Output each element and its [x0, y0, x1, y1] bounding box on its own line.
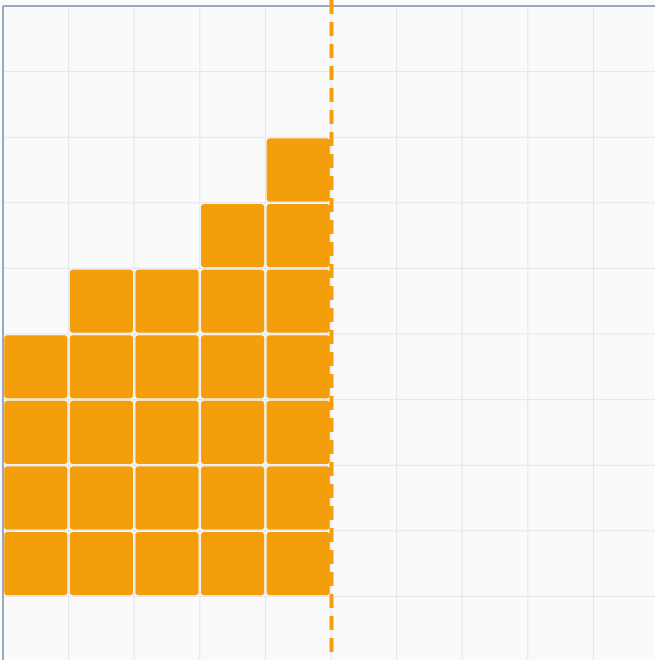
- block-square-block[interactable]: [69, 269, 133, 333]
- block-square-block[interactable]: [69, 466, 133, 530]
- block-square-block[interactable]: [266, 400, 330, 464]
- block-square-block[interactable]: [201, 335, 265, 399]
- block-square-block[interactable]: [201, 532, 265, 596]
- block-square-block[interactable]: [266, 335, 330, 399]
- block-square-block[interactable]: [69, 400, 133, 464]
- block-square-block[interactable]: [266, 532, 330, 596]
- block-square-block[interactable]: [4, 466, 68, 530]
- block-square-block[interactable]: [4, 400, 68, 464]
- block-square-block[interactable]: [201, 400, 265, 464]
- block-square-block[interactable]: [4, 532, 68, 596]
- block-square-block[interactable]: [266, 138, 330, 202]
- block-square-block[interactable]: [266, 204, 330, 268]
- block-square-block[interactable]: [135, 269, 199, 333]
- block-square-block[interactable]: [135, 532, 199, 596]
- block-square-block[interactable]: [201, 204, 265, 268]
- block-square-block[interactable]: [135, 466, 199, 530]
- block-square-block[interactable]: [69, 532, 133, 596]
- block-square-block[interactable]: [266, 466, 330, 530]
- block-square-block[interactable]: [69, 335, 133, 399]
- block-square-block[interactable]: [4, 335, 68, 399]
- block-square-block[interactable]: [201, 269, 265, 333]
- block-square-block[interactable]: [266, 269, 330, 333]
- block-square-block[interactable]: [135, 400, 199, 464]
- block-square-block[interactable]: [201, 466, 265, 530]
- block-square-block[interactable]: [135, 335, 199, 399]
